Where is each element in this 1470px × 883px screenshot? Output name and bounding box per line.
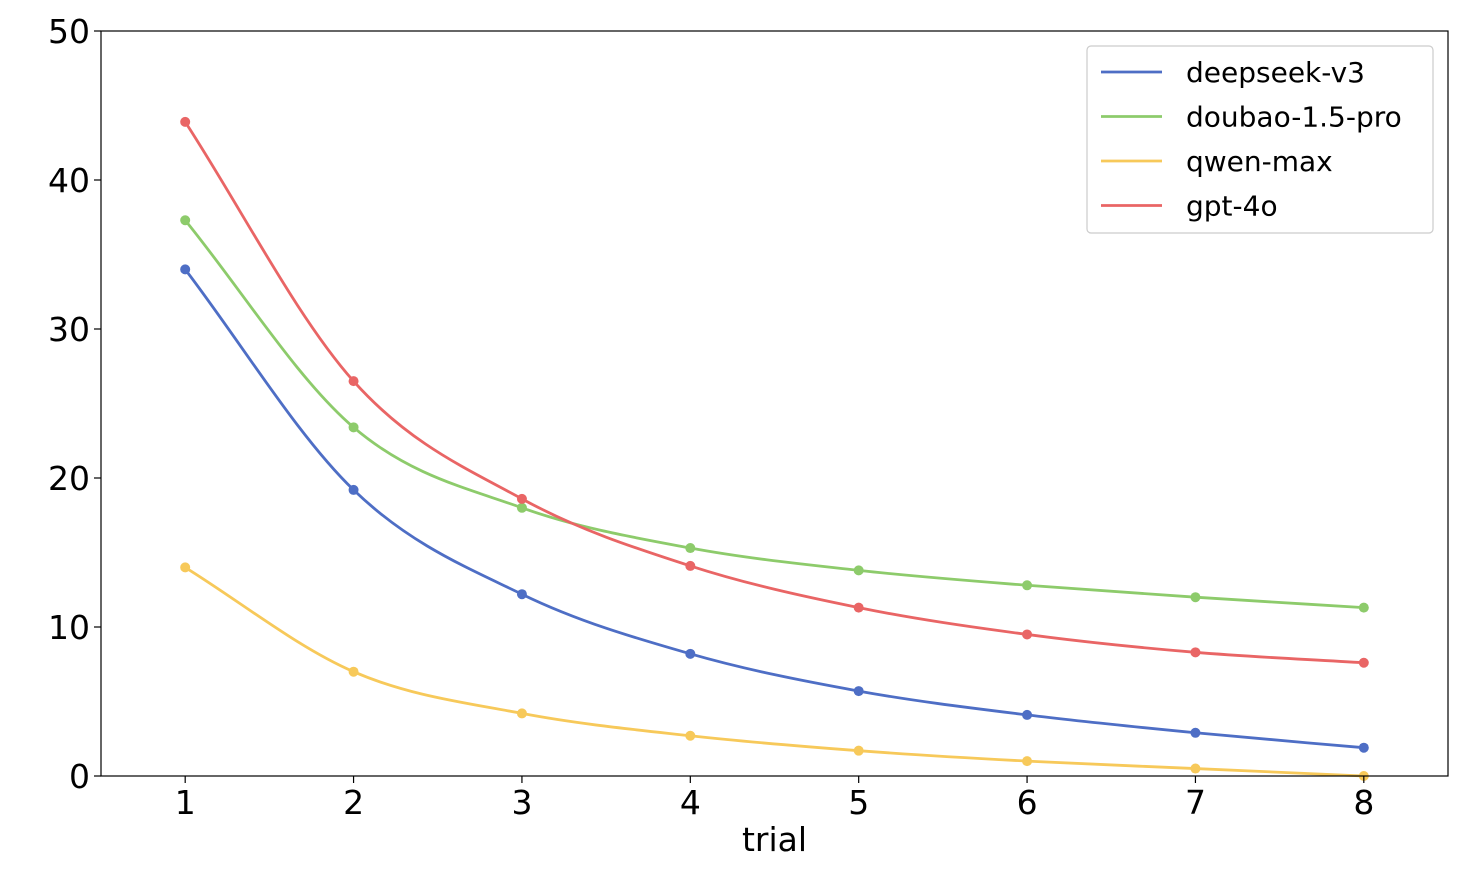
data-point [853,565,864,576]
x-axis-label: trial [742,820,807,859]
data-point [1358,602,1369,613]
data-point [1190,763,1201,774]
series-gpt-4o [180,116,1369,668]
data-point [1190,727,1201,738]
y-tick-label: 20 [48,459,90,498]
data-point [516,493,527,504]
data-point [1358,657,1369,668]
data-point [348,484,359,495]
series-deepseek-v3 [180,264,1369,753]
x-tick-label: 8 [1353,783,1374,822]
data-point [180,215,191,226]
data-point [1190,592,1201,603]
y-tick-label: 10 [48,608,90,647]
series-layer [180,116,1369,781]
legend-box [1086,45,1434,234]
data-point [348,376,359,387]
x-tick-label: 5 [848,783,869,822]
y-tick-label: 30 [48,310,90,349]
data-point [180,116,191,127]
data-point [516,708,527,719]
data-point [180,264,191,275]
plot-frame [100,30,1449,777]
legend: deepseek-v3 doubao-1.5-pro qwen-max gpt-4o [1086,45,1434,234]
legend-label: qwen-max [1186,145,1333,178]
x-tick-label: 4 [680,783,701,822]
data-point [1022,629,1033,640]
legend-label: deepseek-v3 [1186,56,1365,89]
data-point [685,560,696,571]
y-tick-label: 0 [69,757,90,796]
data-point [1022,756,1033,767]
x-tick-label: 7 [1185,783,1206,822]
data-point [853,602,864,613]
y-tick-label: 50 [48,12,90,51]
data-point [1190,647,1201,658]
x-tick-label: 6 [1017,783,1038,822]
data-point [348,666,359,677]
data-point [180,562,191,573]
data-point [685,543,696,554]
data-point [516,502,527,513]
data-point [853,686,864,697]
data-point [516,589,527,600]
data-point [685,648,696,659]
data-point [853,745,864,756]
x-tick-label: 1 [175,783,196,822]
data-point [348,422,359,433]
ticks-layer: 1 2 3 4 5 6 7 8 0 10 20 30 40 50 [48,12,1374,822]
y-tick-label: 40 [48,161,90,200]
series-qwen-max [180,562,1369,781]
data-point [1022,709,1033,720]
data-point [685,730,696,741]
data-point [1358,742,1369,753]
legend-label: doubao-1.5-pro [1186,101,1402,134]
series-doubao-1.5-pro [180,215,1369,613]
legend-label: gpt-4o [1186,190,1278,223]
x-tick-label: 3 [511,783,532,822]
data-point [1022,580,1033,591]
x-tick-label: 2 [343,783,364,822]
